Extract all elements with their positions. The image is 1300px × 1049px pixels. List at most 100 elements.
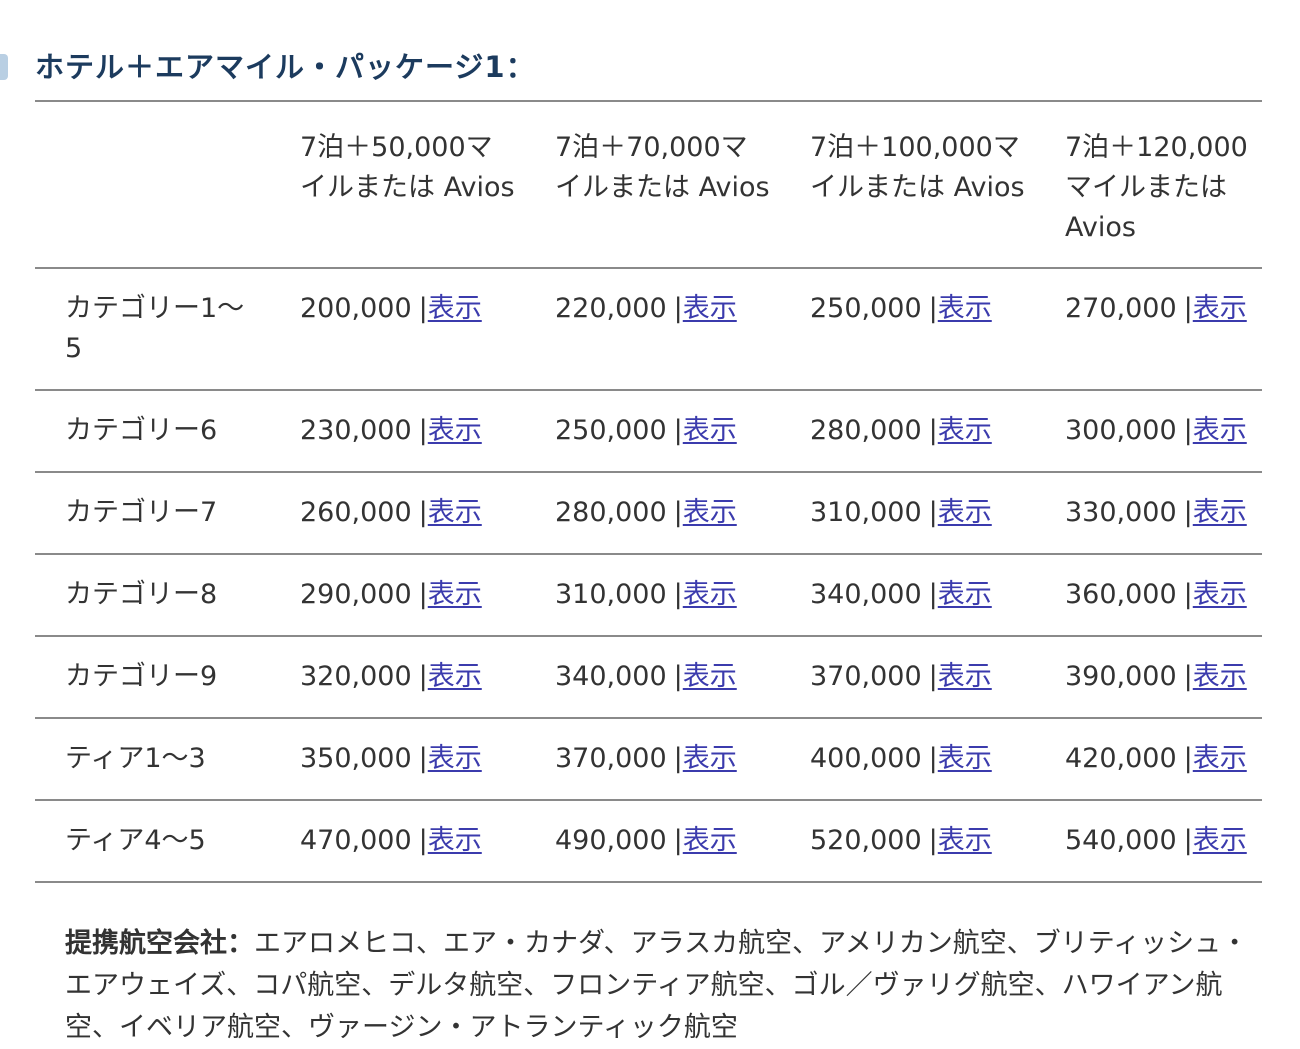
table-row: カテゴリー7 260,000 |表示 280,000 |表示 310,000 |表示 … xyxy=(35,472,1262,554)
table-cell: 400,000 |表示 xyxy=(810,718,1065,800)
partner-airlines-list: エアロメヒコ、エア・カナダ、アラスカ航空、アメリカン航空、ブリティッシュ・エアウ… xyxy=(65,928,1249,1043)
points-value: 290,000 xyxy=(300,579,412,610)
table-cell: 340,000 |表示 xyxy=(810,554,1065,636)
show-link[interactable]: 表示 xyxy=(1192,579,1247,610)
page-title: ホテル＋エアマイル・パッケージ1： xyxy=(35,50,536,84)
cell-separator: | xyxy=(673,661,683,692)
points-value: 310,000 xyxy=(555,579,667,610)
cell-separator: | xyxy=(928,579,938,610)
show-link[interactable]: 表示 xyxy=(682,293,737,324)
row-label: カテゴリー9 xyxy=(65,661,218,692)
show-link[interactable]: 表示 xyxy=(427,497,482,528)
points-value: 250,000 xyxy=(810,293,922,324)
table-row: カテゴリー1～5 200,000 |表示 220,000 |表示 250,000 |表… xyxy=(35,268,1262,390)
table-cell: 360,000 |表示 xyxy=(1065,554,1262,636)
cell-separator: | xyxy=(418,661,428,692)
points-value: 300,000 xyxy=(1065,415,1177,446)
column-header: 7泊＋120,000マイルまたは Avios xyxy=(1065,132,1248,243)
points-value: 350,000 xyxy=(300,743,412,774)
cell-separator: | xyxy=(418,743,428,774)
show-link[interactable]: 表示 xyxy=(1192,661,1247,692)
table-cell: 300,000 |表示 xyxy=(1065,390,1262,472)
show-link[interactable]: 表示 xyxy=(937,661,992,692)
table-cell: 250,000 |表示 xyxy=(555,390,810,472)
cell-separator: | xyxy=(1183,579,1193,610)
points-value: 340,000 xyxy=(810,579,922,610)
cell-separator: | xyxy=(928,415,938,446)
points-value: 200,000 xyxy=(300,293,412,324)
show-link[interactable]: 表示 xyxy=(427,579,482,610)
show-link[interactable]: 表示 xyxy=(937,825,992,856)
table-cell: 330,000 |表示 xyxy=(1065,472,1262,554)
table-row: ティア4～5 470,000 |表示 490,000 |表示 520,000 |表示 … xyxy=(35,800,1262,882)
table-cell: 490,000 |表示 xyxy=(555,800,810,882)
table-row: ティア1～3 350,000 |表示 370,000 |表示 400,000 |表示 … xyxy=(35,718,1262,800)
show-link[interactable]: 表示 xyxy=(937,497,992,528)
show-link[interactable]: 表示 xyxy=(937,579,992,610)
cell-separator: | xyxy=(673,579,683,610)
show-link[interactable]: 表示 xyxy=(1192,825,1247,856)
show-link[interactable]: 表示 xyxy=(1192,415,1247,446)
table-cell: 420,000 |表示 xyxy=(1065,718,1262,800)
table-cell: 470,000 |表示 xyxy=(300,800,555,882)
show-link[interactable]: 表示 xyxy=(937,293,992,324)
cell-separator: | xyxy=(928,293,938,324)
show-link[interactable]: 表示 xyxy=(427,293,482,324)
points-value: 340,000 xyxy=(555,661,667,692)
points-value: 220,000 xyxy=(555,293,667,324)
table-cell: 340,000 |表示 xyxy=(555,636,810,718)
cell-separator: | xyxy=(928,497,938,528)
cell-separator: | xyxy=(1183,293,1193,324)
cell-separator: | xyxy=(1183,415,1193,446)
cell-separator: | xyxy=(418,825,428,856)
points-value: 490,000 xyxy=(555,825,667,856)
cell-separator: | xyxy=(928,743,938,774)
show-link[interactable]: 表示 xyxy=(937,743,992,774)
points-value: 400,000 xyxy=(810,743,922,774)
table-cell: 230,000 |表示 xyxy=(300,390,555,472)
row-label: ティア4～5 xyxy=(65,825,206,856)
points-value: 470,000 xyxy=(300,825,412,856)
show-link[interactable]: 表示 xyxy=(682,415,737,446)
points-value: 370,000 xyxy=(810,661,922,692)
row-label: カテゴリー7 xyxy=(65,497,218,528)
show-link[interactable]: 表示 xyxy=(1192,743,1247,774)
table-cell: 520,000 |表示 xyxy=(810,800,1065,882)
points-value: 520,000 xyxy=(810,825,922,856)
corner-cell xyxy=(35,101,300,268)
points-value: 330,000 xyxy=(1065,497,1177,528)
row-label: カテゴリー1～5 xyxy=(65,293,245,364)
show-link[interactable]: 表示 xyxy=(1192,293,1247,324)
table-row: カテゴリー9 320,000 |表示 340,000 |表示 370,000 |表示 … xyxy=(35,636,1262,718)
points-value: 310,000 xyxy=(810,497,922,528)
cell-separator: | xyxy=(1183,743,1193,774)
show-link[interactable]: 表示 xyxy=(427,743,482,774)
cell-separator: | xyxy=(673,743,683,774)
points-value: 370,000 xyxy=(555,743,667,774)
show-link[interactable]: 表示 xyxy=(1192,497,1247,528)
points-value: 390,000 xyxy=(1065,661,1177,692)
row-label: カテゴリー8 xyxy=(65,579,218,610)
cell-separator: | xyxy=(928,661,938,692)
table-cell: 220,000 |表示 xyxy=(555,268,810,390)
table-cell: 280,000 |表示 xyxy=(555,472,810,554)
show-link[interactable]: 表示 xyxy=(682,579,737,610)
points-value: 280,000 xyxy=(810,415,922,446)
show-link[interactable]: 表示 xyxy=(427,415,482,446)
points-value: 420,000 xyxy=(1065,743,1177,774)
clipped-bullet-icon xyxy=(0,54,8,80)
table-cell: 250,000 |表示 xyxy=(810,268,1065,390)
table-cell: 310,000 |表示 xyxy=(555,554,810,636)
show-link[interactable]: 表示 xyxy=(427,661,482,692)
cell-separator: | xyxy=(418,497,428,528)
table-cell: 200,000 |表示 xyxy=(300,268,555,390)
show-link[interactable]: 表示 xyxy=(682,743,737,774)
show-link[interactable]: 表示 xyxy=(427,825,482,856)
show-link[interactable]: 表示 xyxy=(682,825,737,856)
show-link[interactable]: 表示 xyxy=(682,497,737,528)
table-row: カテゴリー8 290,000 |表示 310,000 |表示 340,000 |表示 … xyxy=(35,554,1262,636)
table-cell: 350,000 |表示 xyxy=(300,718,555,800)
show-link[interactable]: 表示 xyxy=(937,415,992,446)
show-link[interactable]: 表示 xyxy=(682,661,737,692)
